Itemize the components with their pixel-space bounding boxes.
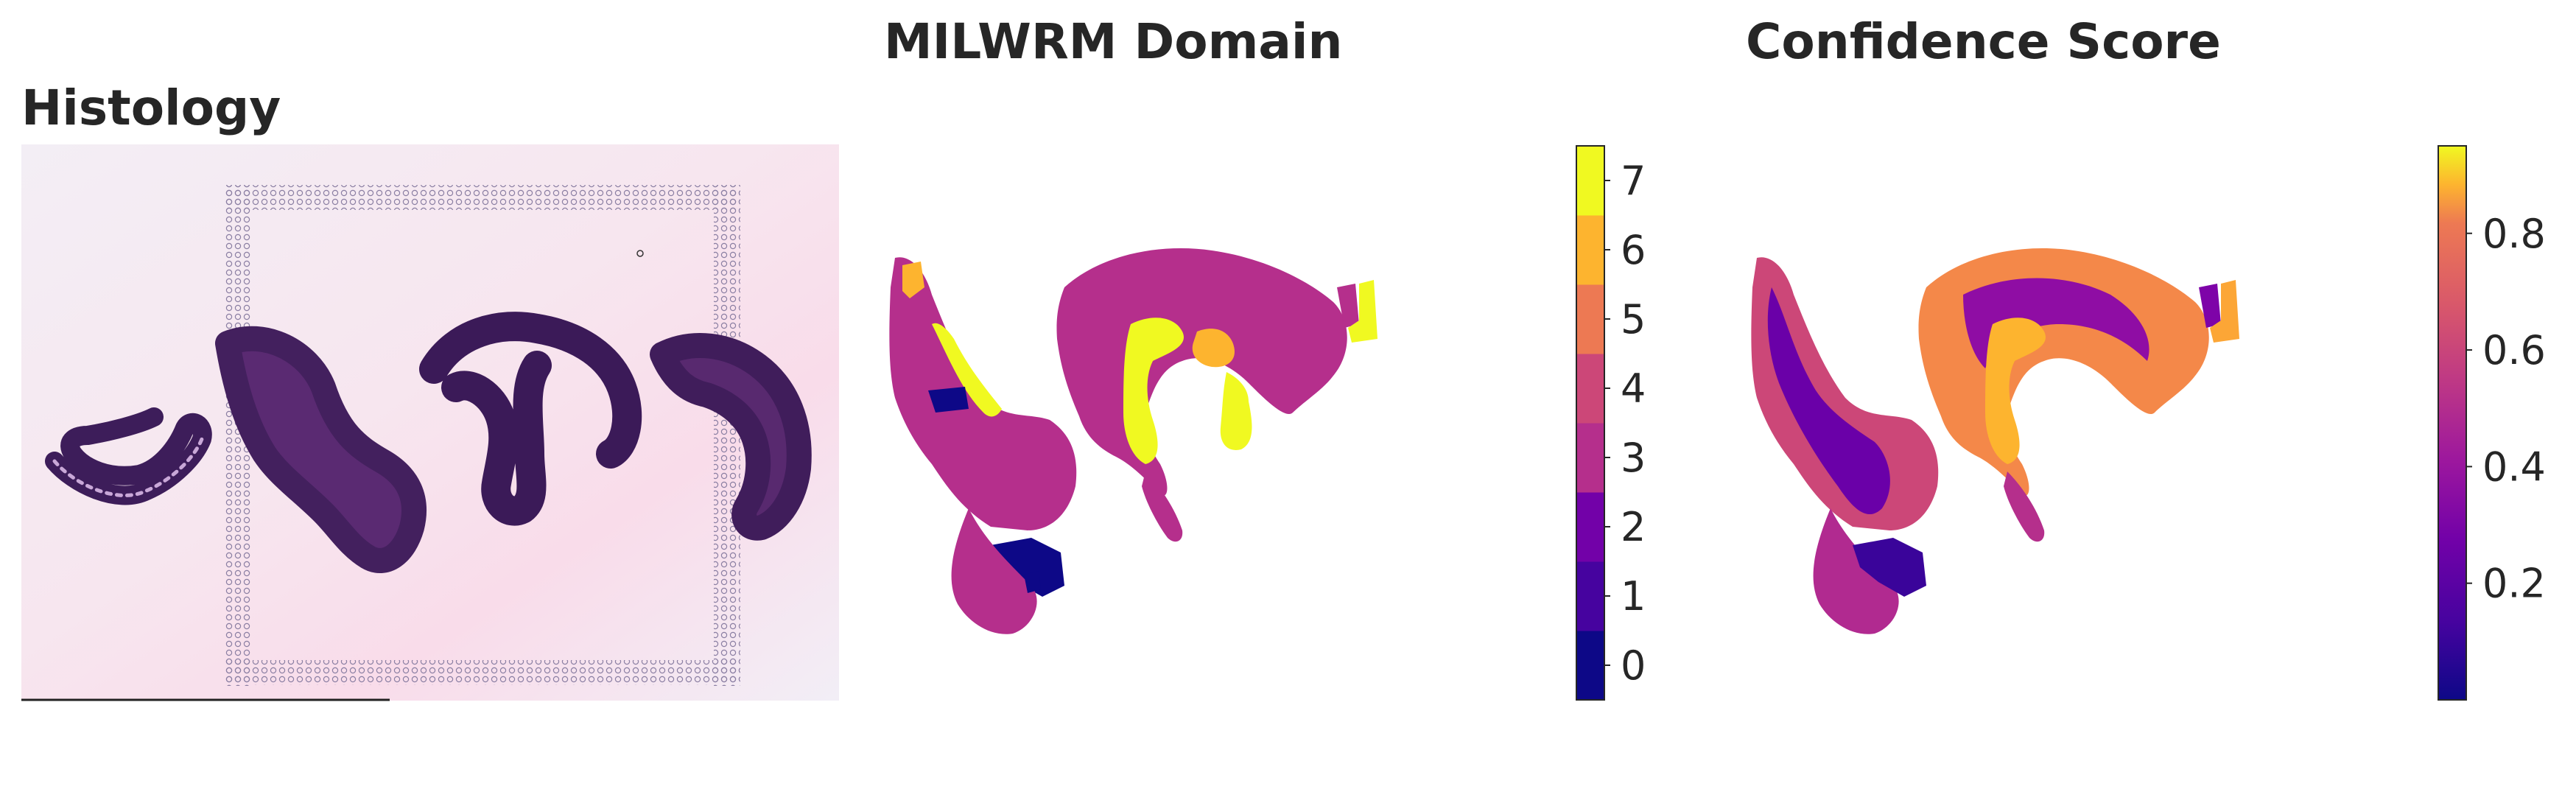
domain-colorbar-segment (1576, 215, 1604, 285)
confidence-spots (1751, 248, 2239, 634)
confidence-region-left-low (1767, 287, 1890, 515)
domain-colorbar-tick-label: 6 (1621, 227, 1646, 273)
domain-region-arc-7b (1220, 372, 1252, 450)
confidence-colorbar-frame (2438, 145, 2467, 701)
confidence-region-tail (2004, 471, 2045, 542)
marker-dot (636, 250, 644, 257)
confidence-region-right-high (2210, 280, 2239, 343)
domain-region-tail-3 (1142, 471, 1183, 542)
confidence-region-bottom-low (1853, 538, 1926, 597)
domain-colorbar-tick-label: 3 (1621, 435, 1646, 481)
domain-title: MILWRM Domain (884, 13, 1343, 70)
domain-region-arc-6 (1192, 329, 1235, 368)
confidence-region-arc-low (1963, 278, 2149, 368)
confidence-map: 0.2 0.4 0.6 0.8 (1751, 145, 2546, 701)
domain-colorbar-segment (1576, 492, 1604, 562)
domain-spots (889, 248, 1378, 634)
domain-region-left-0a (928, 387, 969, 413)
confidence-colorbar-gradient (2438, 146, 2466, 700)
domain-colorbar-segment (1576, 284, 1604, 354)
domain-region-arc-7 (1123, 318, 1184, 464)
domain-colorbar-segment (1576, 561, 1604, 631)
tissue-piece-2 (215, 326, 427, 573)
domain-colorbar-segment (1576, 423, 1604, 493)
confidence-region-right-low (2199, 284, 2221, 328)
domain-colorbar-tick-label: 5 (1621, 296, 1646, 343)
domain-colorbar-segment (1576, 631, 1604, 701)
confidence-region-arc-high (1985, 318, 2046, 464)
domain-colorbar-frame (1576, 145, 1605, 701)
confidence-colorbar: 0.2 0.4 0.6 0.8 (2438, 145, 2546, 701)
histology-title: Histology (21, 80, 281, 136)
domain-region-arc-3 (1056, 248, 1347, 496)
domain-region-left-6 (902, 262, 924, 298)
domain-colorbar-segment (1576, 354, 1604, 424)
tissue-piece-3 (419, 312, 642, 526)
tissue-piece-4 (650, 333, 812, 541)
confidence-title: Confidence Score (1746, 13, 2221, 70)
histology-image (21, 144, 839, 701)
domain-colorbar-tick-label: 4 (1621, 365, 1646, 412)
domain-colorbar-tick-label: 0 (1621, 642, 1646, 689)
confidence-region-bottom (1813, 508, 1899, 634)
confidence-colorbar-tick-label: 0.2 (2482, 561, 2546, 607)
fiducial-frame (224, 185, 740, 686)
confidence-colorbar-tick-label: 0.4 (2482, 443, 2546, 490)
domain-colorbar-tick-label: 2 (1621, 504, 1646, 550)
domain-colorbar: 0 1 2 3 4 5 6 7 (1576, 145, 1646, 701)
confidence-region-left (1751, 257, 1939, 530)
confidence-colorbar-tick-label: 0.6 (2482, 327, 2546, 374)
tissue-sections (45, 312, 812, 573)
tissue-piece-1-inner (52, 437, 204, 497)
domain-region-spot-0 (1024, 571, 1041, 593)
domain-region-left-7 (932, 323, 1002, 417)
domain-colorbar-segment (1576, 146, 1604, 216)
domain-region-right-3 (1337, 284, 1359, 328)
domain-map: 0 1 2 3 4 5 6 7 (889, 145, 1646, 701)
domain-region-right-7 (1348, 280, 1378, 343)
domain-colorbar-tick-label: 1 (1621, 573, 1646, 620)
domain-region-bottom-3 (951, 508, 1037, 634)
confidence-colorbar-tick-label: 0.8 (2482, 211, 2546, 257)
domain-colorbar-tick-label: 7 (1621, 158, 1646, 204)
domain-region-bottom-0 (991, 538, 1064, 597)
